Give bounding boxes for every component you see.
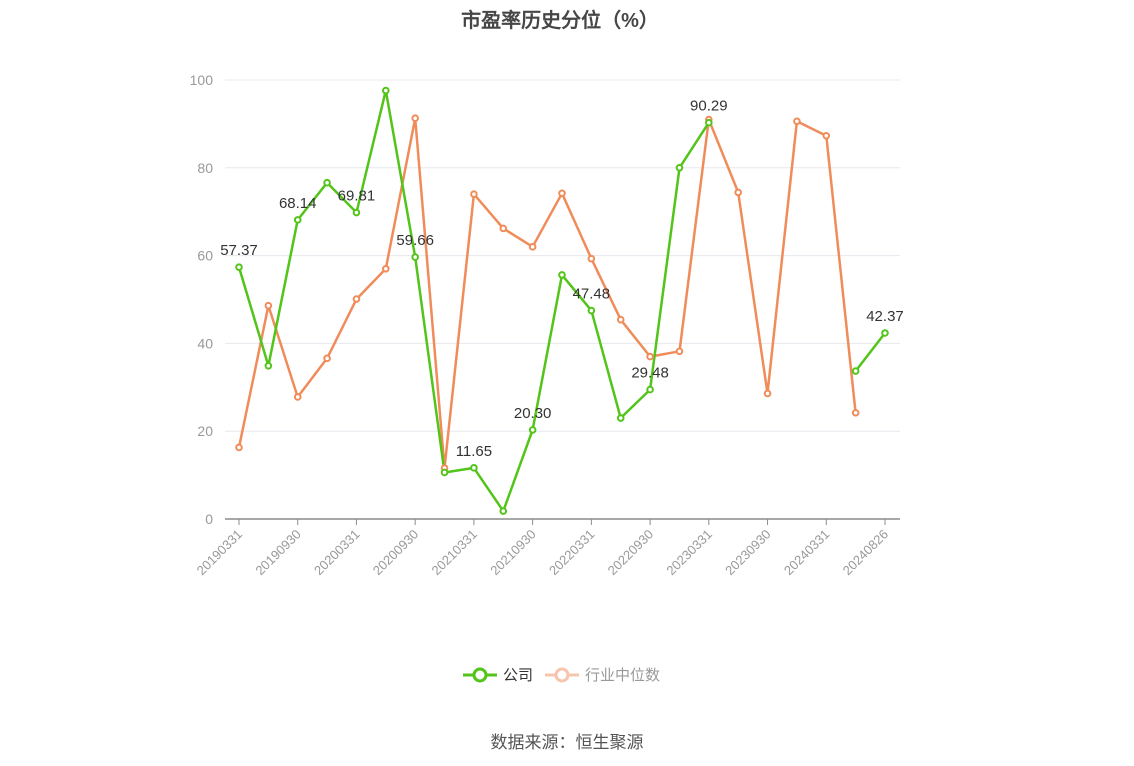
data-point-company	[705, 118, 713, 127]
x-tick-label: 20210930	[487, 527, 539, 579]
legend-item-company[interactable]: 公司	[463, 664, 533, 685]
data-point-company	[499, 507, 508, 515]
data-point-company	[881, 329, 889, 337]
data-label: 29.48	[631, 365, 669, 382]
data-point-company	[528, 426, 537, 434]
data-label: 57.37	[220, 242, 258, 259]
data-point-industry	[352, 295, 361, 303]
x-tick-label: 20230331	[663, 527, 715, 579]
data-point-company	[851, 367, 860, 375]
data-point-company	[352, 208, 361, 217]
legend-company-icon	[463, 667, 497, 682]
data-point-company	[558, 271, 566, 279]
data-point-industry	[558, 189, 566, 198]
data-point-industry	[734, 188, 742, 197]
chart-plot: 0 20 40 60 80 100 20190331 20190930 20200331 2020…	[190, 72, 904, 579]
data-label: 59.66	[396, 232, 434, 249]
data-point-company	[293, 216, 302, 224]
x-tick-label: 20220930	[605, 527, 657, 579]
data-point-industry	[264, 301, 273, 310]
data-point-industry	[235, 443, 243, 452]
data-point-industry	[675, 347, 684, 356]
y-tick-label: 40	[197, 335, 213, 351]
y-tick-label: 20	[197, 423, 213, 439]
chart-title: 市盈率历史分位（%）	[461, 10, 659, 32]
data-point-industry	[822, 131, 831, 140]
data-point-industry	[587, 254, 596, 263]
data-point-company	[235, 263, 243, 271]
data-point-industry	[499, 224, 508, 233]
x-tick-label: 20210331	[429, 527, 481, 579]
series-line-industry	[237, 116, 857, 470]
legend-industry-label: 行业中位数	[585, 667, 661, 684]
y-tick-label: 0	[205, 511, 213, 527]
series-lines	[237, 89, 886, 513]
data-point-company	[587, 306, 596, 315]
x-tick-label: 20240826	[840, 527, 892, 579]
data-label: 69.81	[338, 188, 376, 205]
data-point-industry	[293, 393, 302, 401]
data-point-company	[382, 86, 390, 95]
x-tick-label: 20220331	[546, 527, 598, 579]
y-tick-label: 60	[197, 248, 213, 264]
data-point-company	[264, 361, 273, 370]
data-point-company	[411, 253, 419, 261]
data-point-industry	[323, 354, 331, 363]
data-label: 47.48	[573, 286, 611, 303]
series-line-company	[854, 332, 886, 372]
x-tick-label: 20200331	[311, 527, 363, 579]
data-labels: 57.37 68.14 69.81 59.66 11.65 20.30 47.48 29.48…	[220, 98, 904, 460]
y-tick-label: 100	[190, 72, 214, 88]
data-point-industry	[793, 117, 801, 126]
x-tick-label: 20190331	[194, 527, 246, 579]
x-tick-label: 20230930	[722, 527, 774, 579]
data-point-industry	[646, 352, 654, 361]
legend: 公司 行业中位数	[463, 664, 672, 685]
data-point-industry	[411, 114, 419, 122]
data-point-industry	[382, 264, 390, 273]
data-label: 42.37	[866, 308, 904, 325]
data-point-company	[323, 178, 331, 187]
data-label: 90.29	[690, 98, 728, 115]
data-point-company	[470, 464, 478, 472]
data-label: 11.65	[456, 443, 492, 460]
x-tick-label: 20240331	[781, 527, 833, 579]
legend-company-label: 公司	[503, 667, 534, 684]
y-tick-label: 80	[197, 160, 213, 176]
x-tick-label: 20190930	[252, 527, 304, 579]
legend-industry-icon	[545, 667, 580, 682]
data-point-company	[616, 414, 625, 422]
data-point-industry	[528, 243, 537, 251]
data-point-company	[646, 385, 654, 394]
x-tick-label: 20200930	[370, 527, 422, 579]
data-point-company	[675, 164, 684, 172]
source-note: 数据来源：恒生聚源	[490, 733, 644, 752]
data-point-industry	[616, 315, 625, 324]
data-point-industry	[763, 389, 772, 398]
data-label: 68.14	[279, 195, 317, 212]
legend-item-industry[interactable]: 行业中位数	[545, 664, 660, 685]
data-point-industry	[470, 190, 478, 198]
data-point-industry	[851, 408, 860, 417]
data-point-company	[440, 468, 449, 477]
series-points	[235, 86, 889, 515]
data-label: 20.30	[514, 405, 552, 422]
grid-lines	[225, 79, 900, 432]
